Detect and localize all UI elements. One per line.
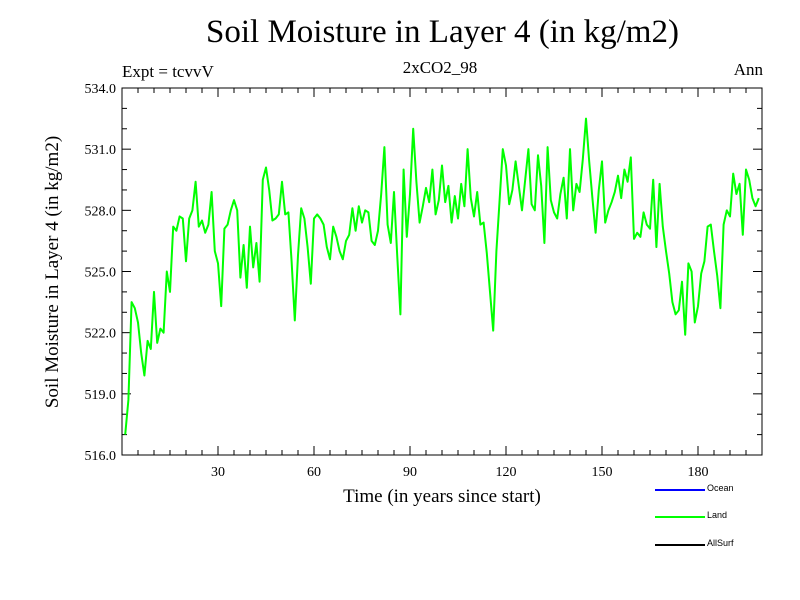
chart-title: Soil Moisture in Layer 4 (in kg/m2) [206,14,679,50]
legend-swatch [655,516,705,518]
legend-label: Ocean [707,483,734,493]
series-line-land [124,117,760,435]
x-tick-label: 90 [403,465,417,480]
x-tick-label: 180 [688,465,709,480]
legend-label: AllSurf [707,538,734,548]
y-tick-label: 522.0 [85,327,117,342]
y-tick-label: 528.0 [85,204,117,219]
axis-ticks [122,88,762,455]
x-axis-label: Time (in years since start) [343,486,541,507]
chart-subtitle: 2xCO2_98 [402,58,478,77]
y-tick-label: 534.0 [85,82,117,97]
series-layer [124,117,760,435]
tick-labels: 30 60 90 120 150 180 516.0 519.0 522.0 525.0 528.0… [85,82,709,480]
x-tick-label: 150 [592,465,613,480]
y-tick-label: 525.0 [85,266,117,281]
y-tick-label: 516.0 [85,449,117,464]
legend-swatch [655,544,705,546]
y-tick-label: 519.0 [85,388,117,403]
x-tick-label: 30 [211,465,225,480]
y-tick-label: 531.0 [85,143,117,158]
x-tick-label: 60 [307,465,321,480]
experiment-label: Expt = tcvvV [122,62,214,81]
x-tick-label: 120 [496,465,517,480]
y-axis-label: Soil Moisture in Layer 4 (in kg/m2) [42,136,63,408]
period-label: Ann [733,60,763,79]
plot-frame [121,87,763,456]
legend-label: Land [707,510,728,520]
legend-swatch [655,489,705,491]
